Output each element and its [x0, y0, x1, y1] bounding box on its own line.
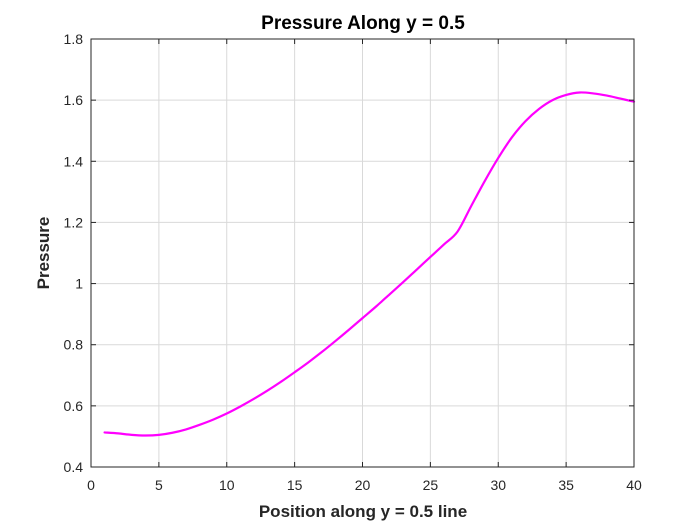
x-tick-label: 20	[355, 477, 371, 493]
x-tick-label: 25	[423, 477, 439, 493]
y-tick-label: 1.4	[64, 153, 84, 169]
x-tick-label: 10	[219, 477, 235, 493]
y-tick-label: 1.8	[64, 31, 84, 47]
x-tick-label: 30	[490, 477, 506, 493]
x-axis-label: Position along y = 0.5 line	[259, 502, 467, 521]
y-axis-label: Pressure	[34, 217, 53, 290]
y-tick-label: 1	[75, 276, 83, 292]
x-tick-label: 0	[87, 477, 95, 493]
grid-lines	[90, 38, 635, 468]
pressure-series-line	[103, 91, 636, 437]
chart-title: Pressure Along y = 0.5	[261, 13, 465, 34]
y-tick-label: 1.2	[64, 214, 84, 230]
y-tick-label: 0.6	[64, 398, 84, 414]
y-tick-label: 0.8	[64, 337, 84, 353]
x-tick-label: 5	[155, 477, 163, 493]
x-tick-label: 15	[287, 477, 303, 493]
series-layer	[103, 91, 636, 437]
x-tick-label: 35	[558, 477, 574, 493]
x-tick-label: 40	[626, 477, 642, 493]
tick-labels: 0 5 10 15 20 25 30 35 40 0.4 0.6 0.8 1 1.2 1.4 1.6 1.8	[64, 31, 642, 493]
y-tick-label: 0.4	[64, 459, 84, 475]
tick-marks	[90, 38, 635, 468]
y-tick-label: 1.6	[64, 92, 84, 108]
